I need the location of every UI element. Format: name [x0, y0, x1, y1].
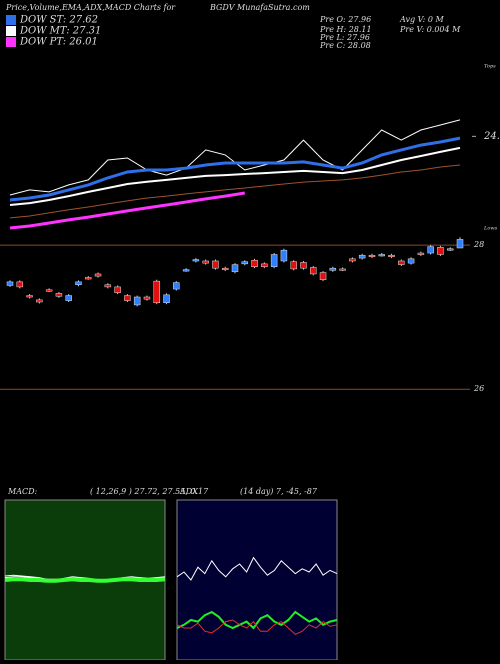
- candle-body: [231, 264, 239, 273]
- candle-body: [280, 249, 288, 262]
- candle-body: [446, 248, 454, 251]
- y-tick-label: 28: [473, 240, 484, 249]
- panel-subtitle: ( 12,26,9 ) 27.72, 27.55, 0.17: [90, 487, 209, 496]
- candle-body: [300, 262, 307, 269]
- panel-title: MACD:: [7, 487, 38, 496]
- info-text: Avg V: 0 M: [399, 15, 444, 24]
- series-line: [9, 146, 461, 206]
- candle-body: [251, 260, 258, 267]
- candle-body: [114, 286, 121, 293]
- candle-body: [143, 296, 151, 300]
- candle-body: [388, 254, 395, 257]
- series-line: [176, 556, 338, 581]
- series-line: [4, 577, 166, 583]
- candle-body: [45, 289, 53, 292]
- legend-swatch: [6, 26, 16, 36]
- candle-body: [133, 296, 141, 306]
- series-line: [9, 119, 461, 196]
- chart-subtitle: BGDV MunafaSutra.com: [209, 3, 310, 12]
- candle-body: [241, 261, 249, 265]
- info-text: Pre V: 0.004 M: [399, 25, 461, 34]
- series-line: [176, 610, 338, 630]
- candle-body: [16, 281, 24, 288]
- series-line: [9, 136, 461, 202]
- series-line: [176, 619, 338, 635]
- chart-title: Price,Volume,EMA,ADX,MACD Charts for: [5, 3, 176, 12]
- y-tick-label: 24.51: [483, 131, 500, 142]
- candle-body: [417, 252, 425, 255]
- candle-body: [202, 260, 209, 264]
- info-text: Pre H: 28.11: [319, 25, 372, 34]
- candle-body: [378, 254, 385, 257]
- info-text: Pre L: 27.96: [319, 33, 370, 42]
- y-tick-label: 26: [473, 384, 484, 393]
- candle-body: [85, 277, 92, 280]
- candle-body: [427, 246, 434, 254]
- candle-body: [456, 239, 464, 249]
- annotation: Lows: [483, 226, 498, 232]
- legend-label: DOW PT: 26.01: [19, 37, 98, 48]
- candle-body: [437, 247, 444, 255]
- candle-body: [153, 280, 160, 304]
- series-line: [9, 164, 461, 219]
- candle-body: [26, 295, 33, 298]
- annotation: Tops: [484, 64, 496, 70]
- candle-body: [65, 295, 72, 301]
- candle-body: [55, 293, 63, 297]
- candle-body: [192, 259, 200, 262]
- info-text: Pre C: 28.08: [319, 41, 371, 50]
- legend-label: DOW ST: 27.62: [19, 15, 98, 26]
- candle-body: [36, 299, 43, 303]
- candle-body: [290, 261, 297, 270]
- panel-subtitle: (14 day) 7, -45, -87: [240, 487, 318, 496]
- candle-body: [173, 282, 180, 290]
- panel-background: [176, 499, 338, 661]
- candle-body: [221, 267, 229, 270]
- candle-body: [75, 281, 82, 285]
- candle-body: [261, 263, 268, 267]
- candle-body: [329, 267, 337, 271]
- candle-body: [94, 273, 102, 277]
- candle-body: [407, 258, 415, 264]
- panel-title: ADX: [179, 487, 198, 496]
- info-text: Pre O: 27.96: [319, 15, 371, 24]
- candle-body: [319, 272, 327, 280]
- candle-body: [358, 254, 366, 259]
- candle-body: [6, 281, 14, 286]
- candle-body: [212, 260, 219, 269]
- candle-body: [182, 269, 190, 272]
- series-line: [9, 191, 246, 230]
- candle-body: [270, 254, 278, 267]
- legend-swatch: [6, 15, 16, 25]
- candle-body: [349, 258, 356, 262]
- candle-body: [124, 295, 131, 301]
- candle-body: [104, 284, 112, 288]
- candle-body: [310, 267, 317, 275]
- candle-body: [368, 254, 376, 257]
- candle-body: [163, 294, 170, 304]
- legend-label: DOW MT: 27.31: [19, 26, 101, 37]
- legend-swatch: [6, 37, 16, 47]
- candle-body: [339, 268, 346, 271]
- candle-body: [398, 260, 405, 265]
